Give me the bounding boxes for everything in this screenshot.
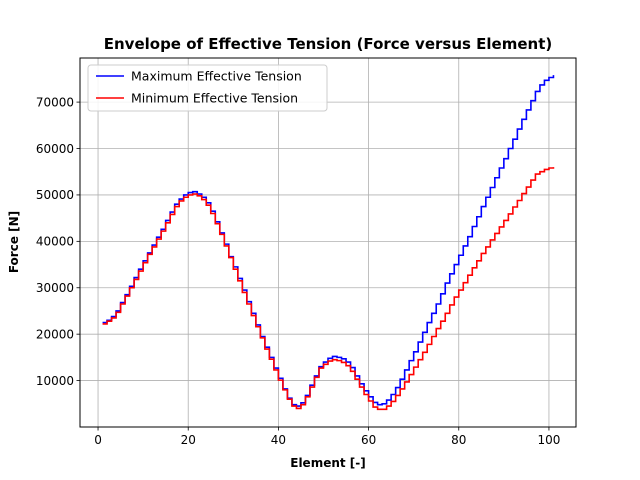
chart-title: Envelope of Effective Tension (Force ver… [104, 35, 552, 53]
x-tick-label: 0 [94, 433, 102, 447]
x-tick-label: 60 [361, 433, 376, 447]
y-tick-label: 50000 [36, 188, 74, 202]
y-tick-label: 30000 [36, 281, 74, 295]
series-line-maximum [102, 75, 555, 407]
plot-frame [79, 57, 577, 428]
y-tick-label: 60000 [36, 142, 74, 156]
axis-ticks: 0 20 40 60 80 100 10000 20000 30000 40000 50000 600… [36, 95, 561, 447]
series-lines [102, 75, 555, 411]
series-line-minimum [102, 167, 555, 411]
x-tick-label: 40 [271, 433, 286, 447]
x-tick-label: 80 [451, 433, 466, 447]
y-axis-label: Force [N] [7, 211, 21, 273]
legend-frame [87, 64, 328, 112]
y-tick-label: 70000 [36, 95, 74, 109]
x-axis-label: Element [-] [290, 456, 366, 470]
y-tick-label: 10000 [36, 374, 74, 388]
x-tick-label: 20 [181, 433, 196, 447]
grid [80, 58, 576, 427]
legend: Maximum Effective Tension Minimum Effect… [87, 64, 328, 112]
x-tick-label: 100 [537, 433, 560, 447]
legend-label-maximum: Maximum Effective Tension [131, 69, 302, 84]
y-tick-label: 20000 [36, 327, 74, 341]
legend-label-minimum: Minimum Effective Tension [131, 91, 298, 106]
y-tick-label: 40000 [36, 235, 74, 249]
